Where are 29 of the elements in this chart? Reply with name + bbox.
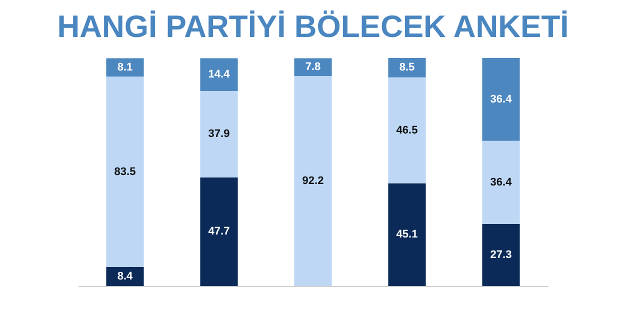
- bar: [106, 266, 144, 286]
- bar: [106, 76, 144, 267]
- bar: [294, 76, 332, 286]
- data-label: 83.5: [114, 166, 136, 178]
- bar: [388, 183, 426, 286]
- bar: [482, 58, 520, 141]
- bar: [294, 58, 332, 76]
- data-label: 36.4: [490, 176, 513, 188]
- data-label: 45.1: [396, 228, 418, 241]
- data-label: 92.2: [302, 174, 324, 187]
- data-label: 8.5: [399, 62, 415, 74]
- data-label: 27.3: [490, 248, 512, 261]
- data-label: 36.4: [490, 93, 513, 106]
- bar: [200, 91, 238, 178]
- bar: [388, 58, 426, 78]
- data-label: 37.9: [208, 128, 230, 140]
- data-label: 8.4: [117, 270, 134, 282]
- data-label: 8.1: [117, 61, 133, 74]
- data-label: 46.5: [396, 124, 418, 136]
- data-label: 7.8: [305, 61, 321, 74]
- bar: [388, 77, 426, 184]
- bar: [200, 58, 238, 92]
- bar: [482, 224, 520, 286]
- data-label: 14.4: [208, 68, 231, 81]
- bar: [482, 140, 520, 224]
- bar: [106, 58, 144, 77]
- chart-title: HANGİ PARTİYİ BÖLECEK ANKETİ: [57, 9, 569, 44]
- data-label: 47.7: [208, 226, 230, 238]
- bar: [200, 177, 238, 286]
